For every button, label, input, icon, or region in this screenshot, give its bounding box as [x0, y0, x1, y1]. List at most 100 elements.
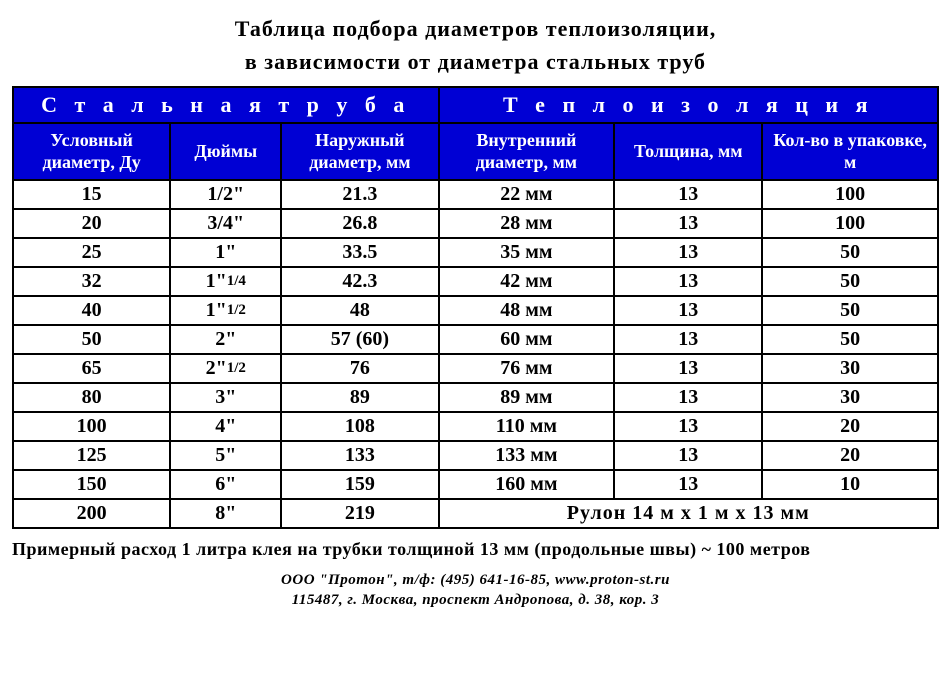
col-outer: Наружный диаметр, мм [281, 123, 438, 180]
cell-thickness: 13 [614, 383, 762, 412]
cell-inches: 2"1/2 [170, 354, 281, 383]
cell-inches: 1" [170, 238, 281, 267]
cell-inches: 2" [170, 325, 281, 354]
cell-outer: 89 [281, 383, 438, 412]
cell-inner: 42 мм [439, 267, 615, 296]
diameter-table: С т а л ь н а я т р у б а Т е п л о и з … [12, 86, 939, 529]
cell-outer: 33.5 [281, 238, 438, 267]
table-row: 203/4"26.828 мм13100 [13, 209, 938, 238]
cell-inner: 48 мм [439, 296, 615, 325]
cell-thickness: 13 [614, 296, 762, 325]
table-row: 502"57 (60)60 мм1350 [13, 325, 938, 354]
footer-line-2: 115487, г. Москва, проспект Андропова, д… [292, 592, 660, 608]
cell-pack: 100 [762, 209, 938, 238]
cell-du: 80 [13, 383, 170, 412]
cell-thickness: 13 [614, 412, 762, 441]
cell-du: 200 [13, 499, 170, 528]
cell-inches: 1"1/2 [170, 296, 281, 325]
cell-outer: 219 [281, 499, 438, 528]
cell-pack: 50 [762, 325, 938, 354]
cell-pack: 10 [762, 470, 938, 499]
sub-header-row: Условный диаметр, Ду Дюймы Наружный диам… [13, 123, 938, 180]
cell-thickness: 13 [614, 238, 762, 267]
cell-thickness: 13 [614, 441, 762, 470]
title-line-2: в зависимости от диаметра стальных труб [245, 49, 706, 74]
cell-thickness: 13 [614, 325, 762, 354]
col-inner: Внутренний диаметр, мм [439, 123, 615, 180]
cell-du: 150 [13, 470, 170, 499]
col-thickness: Толщина, мм [614, 123, 762, 180]
cell-inches: 3" [170, 383, 281, 412]
cell-du: 65 [13, 354, 170, 383]
cell-inches: 1"1/4 [170, 267, 281, 296]
cell-outer: 57 (60) [281, 325, 438, 354]
cell-pack: 100 [762, 180, 938, 209]
cell-pack: 50 [762, 296, 938, 325]
cell-inner: 160 мм [439, 470, 615, 499]
cell-pack: 30 [762, 383, 938, 412]
cell-pack: 30 [762, 354, 938, 383]
cell-inner: 60 мм [439, 325, 615, 354]
cell-outer: 159 [281, 470, 438, 499]
table-row: 652"1/27676 мм1330 [13, 354, 938, 383]
col-pack: Кол-во в упаковке, м [762, 123, 938, 180]
cell-du: 25 [13, 238, 170, 267]
table-row: 251"33.535 мм1350 [13, 238, 938, 267]
cell-du: 15 [13, 180, 170, 209]
cell-inches: 4" [170, 412, 281, 441]
cell-inner: 110 мм [439, 412, 615, 441]
table-row: 321"1/442.342 мм1350 [13, 267, 938, 296]
footer: ООО "Протон", т/ф: (495) 641-16-85, www.… [12, 570, 939, 611]
cell-pack: 50 [762, 238, 938, 267]
cell-outer: 42.3 [281, 267, 438, 296]
cell-inches: 5" [170, 441, 281, 470]
col-du: Условный диаметр, Ду [13, 123, 170, 180]
cell-du: 125 [13, 441, 170, 470]
table-row: 1255"133133 мм1320 [13, 441, 938, 470]
group-header-row: С т а л ь н а я т р у б а Т е п л о и з … [13, 87, 938, 123]
table-row: 151/2"21.322 мм13100 [13, 180, 938, 209]
table-row: 401"1/24848 мм1350 [13, 296, 938, 325]
cell-outer: 133 [281, 441, 438, 470]
table-row: 803"8989 мм1330 [13, 383, 938, 412]
page-title: Таблица подбора диаметров теплоизоляции,… [12, 12, 939, 78]
group-steel-pipe: С т а л ь н а я т р у б а [13, 87, 439, 123]
cell-du: 50 [13, 325, 170, 354]
cell-du: 100 [13, 412, 170, 441]
cell-outer: 48 [281, 296, 438, 325]
cell-thickness: 13 [614, 267, 762, 296]
cell-inches: 1/2" [170, 180, 281, 209]
cell-du: 20 [13, 209, 170, 238]
cell-du: 40 [13, 296, 170, 325]
cell-outer: 108 [281, 412, 438, 441]
cell-pack: 50 [762, 267, 938, 296]
cell-roll-merged: Рулон 14 м х 1 м х 13 мм [439, 499, 939, 528]
cell-inner: 89 мм [439, 383, 615, 412]
cell-outer: 26.8 [281, 209, 438, 238]
cell-inner: 133 мм [439, 441, 615, 470]
title-line-1: Таблица подбора диаметров теплоизоляции, [235, 16, 717, 41]
cell-inches: 6" [170, 470, 281, 499]
cell-thickness: 13 [614, 209, 762, 238]
col-inches: Дюймы [170, 123, 281, 180]
cell-thickness: 13 [614, 354, 762, 383]
table-body: 151/2"21.322 мм13100203/4"26.828 мм13100… [13, 180, 938, 528]
group-insulation: Т е п л о и з о л я ц и я [439, 87, 939, 123]
table-row-last: 2008"219Рулон 14 м х 1 м х 13 мм [13, 499, 938, 528]
cell-thickness: 13 [614, 470, 762, 499]
table-row: 1004"108110 мм1320 [13, 412, 938, 441]
cell-inner: 76 мм [439, 354, 615, 383]
cell-inner: 35 мм [439, 238, 615, 267]
cell-inner: 22 мм [439, 180, 615, 209]
cell-thickness: 13 [614, 180, 762, 209]
cell-outer: 21.3 [281, 180, 438, 209]
cell-pack: 20 [762, 412, 938, 441]
table-row: 1506"159160 мм1310 [13, 470, 938, 499]
cell-pack: 20 [762, 441, 938, 470]
cell-inner: 28 мм [439, 209, 615, 238]
footer-line-1: ООО "Протон", т/ф: (495) 641-16-85, www.… [281, 572, 670, 588]
glue-note: Примерный расход 1 литра клея на трубки … [12, 539, 939, 560]
cell-du: 32 [13, 267, 170, 296]
cell-inches: 8" [170, 499, 281, 528]
cell-outer: 76 [281, 354, 438, 383]
